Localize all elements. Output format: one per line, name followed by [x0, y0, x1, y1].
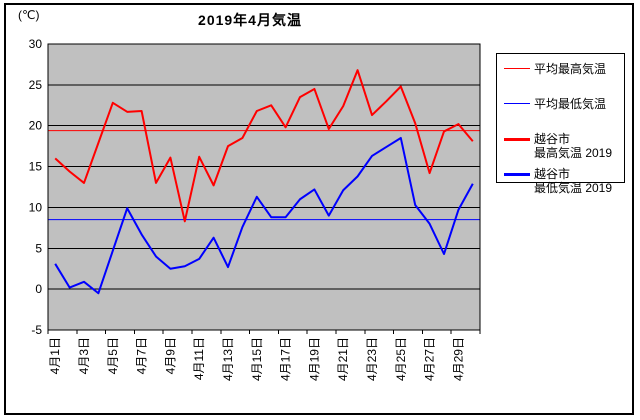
x-axis-label: 4月9日	[163, 337, 177, 374]
y-axis-label: -5	[31, 323, 42, 337]
legend-item-label: 越谷市 最高気温 2019	[534, 132, 613, 160]
legend-item: 平均最低気温	[504, 97, 624, 132]
x-axis-label: 4月27日	[423, 337, 437, 381]
legend-item-label: 平均最低気温	[534, 97, 607, 111]
legend-thick-line-sample	[504, 138, 530, 141]
y-axis-label: 20	[29, 119, 43, 133]
legend-item: 越谷市 最低気温 2019	[504, 167, 624, 202]
x-axis-label: 4月25日	[394, 337, 408, 381]
legend-item-label: 越谷市 最低気温 2019	[534, 167, 613, 195]
legend-thin-line-sample	[504, 68, 530, 69]
x-axis-label: 4月17日	[279, 337, 293, 381]
legend-item: 平均最高気温	[504, 62, 624, 97]
legend: 平均最高気温 平均最低気温越谷市 最高気温 2019 越谷市 最低気温 2019	[496, 53, 625, 195]
min-temp-line	[54, 136, 474, 295]
plot-area-border	[47, 43, 481, 331]
y-axis-label: 5	[35, 241, 42, 255]
legend-thick-line-sample	[504, 173, 530, 176]
y-axis-label: 25	[29, 78, 43, 92]
x-axis-label: 4月1日	[48, 337, 62, 374]
y-axis-label: 10	[29, 200, 43, 214]
x-axis-label: 4月15日	[250, 337, 264, 381]
legend-item: 越谷市 最高気温 2019	[504, 132, 624, 167]
y-axis-label: 15	[29, 160, 43, 174]
y-axis-label: 30	[29, 37, 43, 51]
legend-item-label: 平均最高気温	[534, 62, 607, 76]
x-axis-label: 4月3日	[77, 337, 91, 374]
x-axis-label: 4月11日	[192, 337, 206, 380]
x-axis-label: 4月7日	[135, 337, 149, 374]
max-temp-line	[54, 69, 474, 223]
x-axis-label: 4月5日	[106, 337, 120, 374]
y-axis-label: 0	[35, 282, 42, 296]
x-axis-label: 4月13日	[221, 337, 235, 381]
plot-background	[48, 44, 480, 330]
legend-thin-line-sample	[504, 103, 530, 104]
x-axis-label: 4月29日	[451, 337, 465, 381]
y-axis-unit-label: (℃)	[18, 8, 40, 22]
x-axis-label: 4月23日	[365, 337, 379, 381]
chart-title: 2019年4月気温	[198, 12, 302, 28]
x-axis-label: 4月21日	[336, 337, 350, 381]
x-axis-label: 4月19日	[307, 337, 321, 381]
